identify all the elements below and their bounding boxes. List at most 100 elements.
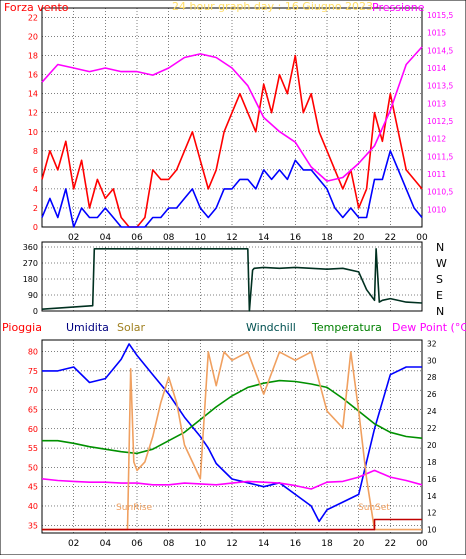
x-tick-label: 04 bbox=[100, 539, 112, 549]
x-tick-label: 16 bbox=[290, 233, 302, 243]
y-right-tick-label: 1012 bbox=[427, 135, 446, 144]
y-right-tick-label: 1011 bbox=[427, 170, 446, 179]
y-right-tick-label: 18 bbox=[427, 458, 437, 467]
y-right-tick-label: 1014 bbox=[427, 64, 446, 73]
y-right-tick-label: 12 bbox=[427, 509, 437, 518]
y-left-tick-label: 2 bbox=[33, 204, 38, 213]
y-right-tick-label: 1010,5 bbox=[427, 188, 453, 197]
series-pioggia bbox=[42, 518, 422, 531]
y-left-tick-label: 60 bbox=[28, 425, 38, 434]
y-right-tick-label: 1015,5 bbox=[427, 11, 453, 20]
y-left-tick-label: 22 bbox=[28, 14, 38, 23]
x-tick-label: 22 bbox=[385, 539, 396, 549]
y-right-tick-label: 28 bbox=[427, 373, 437, 382]
y-left-tick-label: 18 bbox=[28, 52, 38, 61]
wind-axis-title: Forza vento bbox=[4, 1, 69, 14]
series-direzione-vento bbox=[41, 248, 423, 312]
y-left-tick-label: 0 bbox=[33, 307, 38, 316]
x-tick-label: 02 bbox=[68, 233, 79, 243]
compass-label: E bbox=[436, 289, 443, 302]
x-tick-label: 06 bbox=[131, 233, 143, 243]
x-tick-label: 16 bbox=[290, 539, 302, 549]
y-right-tick-label: 14 bbox=[427, 492, 437, 501]
series-raffica bbox=[41, 54, 423, 228]
y-left-tick-label: 70 bbox=[28, 386, 38, 395]
series-umidita bbox=[42, 343, 422, 523]
chart-title: 24 hour graph day : 16 Giugno 2023 bbox=[172, 0, 373, 13]
x-tick-label: 18 bbox=[321, 233, 333, 243]
series-vento bbox=[41, 150, 423, 228]
y-right-tick-label: 1011,5 bbox=[427, 152, 453, 161]
x-tick-label: 20 bbox=[353, 539, 365, 549]
y-right-tick-label: 1014,5 bbox=[427, 46, 453, 55]
y-left-tick-label: 10 bbox=[28, 128, 38, 137]
y-right-tick-label: 1013,5 bbox=[427, 82, 453, 91]
y-left-tick-label: 16 bbox=[28, 71, 38, 80]
x-tick-label: 00 bbox=[416, 539, 428, 549]
y-right-tick-label: 20 bbox=[427, 441, 437, 450]
y-right-tick-label: 1015 bbox=[427, 29, 446, 38]
y-right-tick-label: 24 bbox=[427, 407, 437, 416]
compass-label: S bbox=[436, 273, 443, 286]
series-solar bbox=[42, 351, 422, 531]
x-tick-label: 12 bbox=[226, 233, 237, 243]
y-right-tick-label: 1013 bbox=[427, 99, 446, 108]
y-right-tick-label: 16 bbox=[427, 475, 437, 484]
x-tick-label: 18 bbox=[321, 539, 333, 549]
y-right-tick-label: 26 bbox=[427, 390, 437, 399]
x-tick-label: 08 bbox=[163, 233, 175, 243]
compass-label: N bbox=[436, 305, 444, 318]
y-left-tick-label: 270 bbox=[23, 259, 38, 268]
y-right-tick-label: 30 bbox=[427, 356, 437, 365]
sunrise-label: SunRise bbox=[116, 503, 153, 513]
x-tick-label: 10 bbox=[195, 539, 207, 549]
x-tick-label: 12 bbox=[226, 539, 237, 549]
y-left-tick-label: 6 bbox=[33, 166, 38, 175]
y-right-tick-label: 1012,5 bbox=[427, 117, 453, 126]
y-left-tick-label: 75 bbox=[28, 367, 38, 376]
sunset-label: SunSet bbox=[358, 503, 390, 513]
direction-panel-frame bbox=[41, 241, 423, 312]
x-tick-label: 06 bbox=[131, 539, 143, 549]
dewpoint-label: Dew Point (°C) bbox=[392, 321, 466, 334]
y-left-tick-label: 12 bbox=[28, 109, 38, 118]
solar-label: Solar bbox=[117, 321, 146, 334]
y-left-tick-label: 0 bbox=[33, 223, 38, 232]
y-left-tick-label: 8 bbox=[33, 147, 38, 156]
x-tick-label: 10 bbox=[195, 233, 207, 243]
x-tick-label: 08 bbox=[163, 539, 175, 549]
series-dew-point bbox=[41, 469, 423, 490]
y-left-tick-label: 180 bbox=[23, 275, 38, 284]
y-left-tick-label: 45 bbox=[28, 483, 38, 492]
y-left-tick-label: 14 bbox=[28, 90, 38, 99]
y-left-tick-label: 50 bbox=[28, 463, 38, 472]
x-tick-label: 14 bbox=[258, 233, 270, 243]
y-left-tick-label: 40 bbox=[28, 502, 38, 511]
y-right-tick-label: 10 bbox=[427, 526, 437, 535]
x-tick-label: 00 bbox=[416, 233, 428, 243]
y-right-tick-label: 32 bbox=[427, 339, 437, 348]
x-tick-label: 14 bbox=[258, 539, 270, 549]
compass-label: W bbox=[436, 257, 447, 270]
humidity-label: Umidita bbox=[66, 321, 109, 334]
y-left-tick-label: 65 bbox=[28, 405, 38, 414]
y-left-tick-label: 360 bbox=[23, 243, 38, 252]
y-right-tick-label: 22 bbox=[427, 424, 437, 433]
y-left-tick-label: 80 bbox=[28, 348, 38, 357]
temperature-label: Temperatura bbox=[311, 321, 382, 334]
y-right-tick-label: 1010 bbox=[427, 205, 446, 214]
y-left-tick-label: 55 bbox=[28, 444, 38, 453]
y-left-tick-label: 4 bbox=[33, 185, 38, 194]
compass-label: N bbox=[436, 241, 444, 254]
pressure-axis-title: Pressione bbox=[372, 1, 425, 14]
x-tick-label: 02 bbox=[68, 539, 79, 549]
x-tick-label: 20 bbox=[353, 233, 365, 243]
y-left-tick-label: 35 bbox=[28, 521, 38, 530]
windchill-label: Windchill bbox=[246, 321, 296, 334]
y-left-tick-label: 20 bbox=[28, 33, 38, 42]
x-tick-label: 22 bbox=[385, 233, 396, 243]
x-tick-label: 04 bbox=[100, 233, 112, 243]
y-left-tick-label: 90 bbox=[28, 291, 38, 300]
